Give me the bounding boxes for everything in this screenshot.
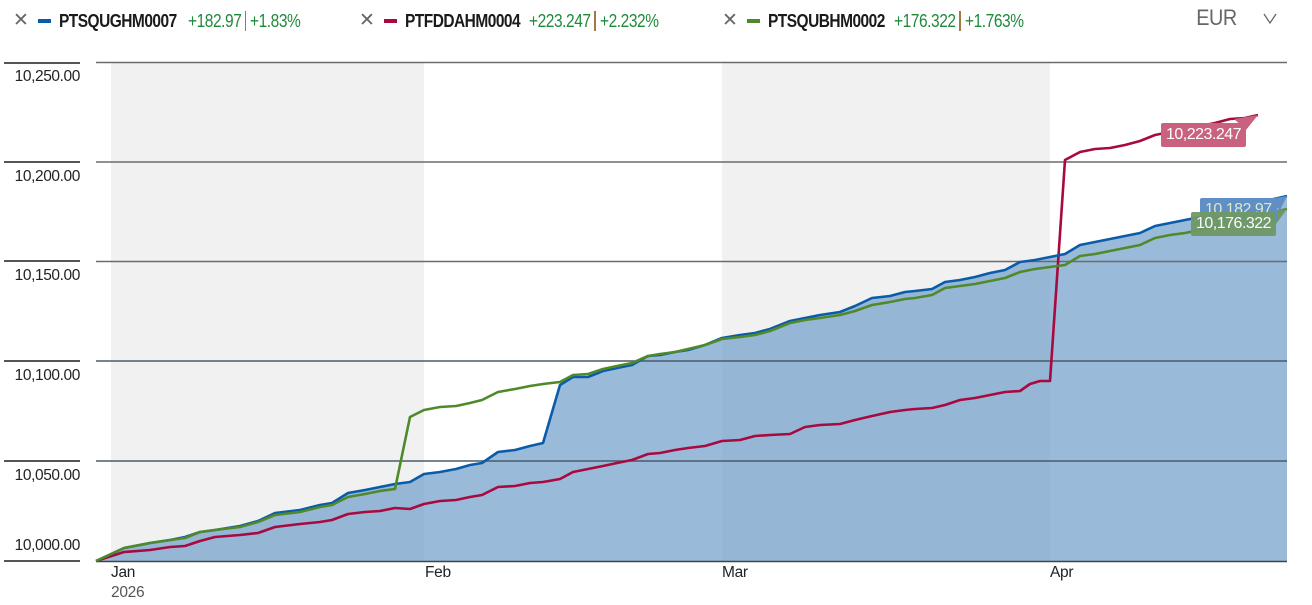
series-abs-change: +176.322 xyxy=(893,10,956,31)
legend-item-ptsqubhm0002: ✕ PTSQUBHM0002 +176.322 +1.763% xyxy=(721,8,1033,34)
end-label-pointer xyxy=(1234,115,1258,130)
y-axis-tick-line xyxy=(4,360,80,362)
series-abs-change: +182.97 xyxy=(187,10,242,31)
series-symbol: PTSQUGHM0007 xyxy=(59,10,177,31)
remove-series-ptsqughm0007-icon[interactable]: ✕ xyxy=(13,10,29,31)
series-symbol: PTSQUBHM0002 xyxy=(768,10,885,31)
x-tick-label-jan: Jan xyxy=(111,564,136,581)
x-tick-label-mar: Mar xyxy=(722,564,748,581)
divider xyxy=(594,11,596,31)
y-axis-tick-line xyxy=(4,460,80,462)
series-line-ptfddahm0004[interactable] xyxy=(95,113,1259,563)
x-tick-label-apr: Apr xyxy=(1050,564,1074,581)
y-axis-tick-line xyxy=(4,260,80,262)
legend-item-ptsqughm0007: ✕ PTSQUGHM0007 +182.97 +1.83% xyxy=(12,8,309,34)
y-tick-label: 10,100.00 xyxy=(14,367,81,384)
series-color-swatch xyxy=(38,19,51,23)
end-value-badge-ptfddahm0004: 10,223.247 xyxy=(1161,123,1247,147)
series-abs-change: +223.247 xyxy=(528,10,591,31)
end-value-badge-ptsqubhm0002: 10,176.322 xyxy=(1191,212,1277,236)
y-tick-label: 10,050.00 xyxy=(14,467,81,484)
currency-selected: EUR xyxy=(1196,5,1237,30)
remove-series-ptsqubhm0002-icon[interactable]: ✕ xyxy=(722,10,738,31)
series-color-swatch xyxy=(747,19,760,23)
y-axis-tick-line xyxy=(4,62,80,64)
y-tick-label: 10,250.00 xyxy=(14,68,81,85)
series-color-swatch xyxy=(384,19,397,23)
series-area-fill xyxy=(96,196,1287,561)
y-tick-label: 10,000.00 xyxy=(14,537,81,554)
chevron-down-icon xyxy=(1263,13,1277,25)
series-symbol: PTFDDAHM0004 xyxy=(405,10,521,31)
legend-item-ptfddahm0004: ✕ PTFDDAHM0004 +223.247 +2.232% xyxy=(358,8,668,34)
currency-dropdown[interactable]: EUR xyxy=(1194,5,1277,31)
y-axis-tick-line xyxy=(4,560,80,562)
y-gridlines xyxy=(96,61,1287,563)
y-tick-label: 10,150.00 xyxy=(14,267,81,284)
divider xyxy=(959,11,961,31)
x-tick-label-feb: Feb xyxy=(425,564,451,581)
month-band-jan xyxy=(111,63,424,561)
series-pct-change: +1.763% xyxy=(964,10,1024,31)
x-tick-year: 2026 xyxy=(111,584,145,601)
remove-series-ptfddahm0004-icon[interactable]: ✕ xyxy=(359,10,375,31)
series-pct-change: +2.232% xyxy=(599,10,659,31)
chart-legend: ✕ PTSQUGHM0007 +182.97 +1.83% ✕ PTFDDAHM… xyxy=(0,0,1312,42)
y-axis-tick-line xyxy=(4,161,80,163)
y-tick-label: 10,200.00 xyxy=(14,168,81,185)
series-pct-change: +1.83% xyxy=(250,10,301,31)
series-line-ptsqubhm0002[interactable] xyxy=(95,207,1288,563)
divider xyxy=(244,11,247,31)
